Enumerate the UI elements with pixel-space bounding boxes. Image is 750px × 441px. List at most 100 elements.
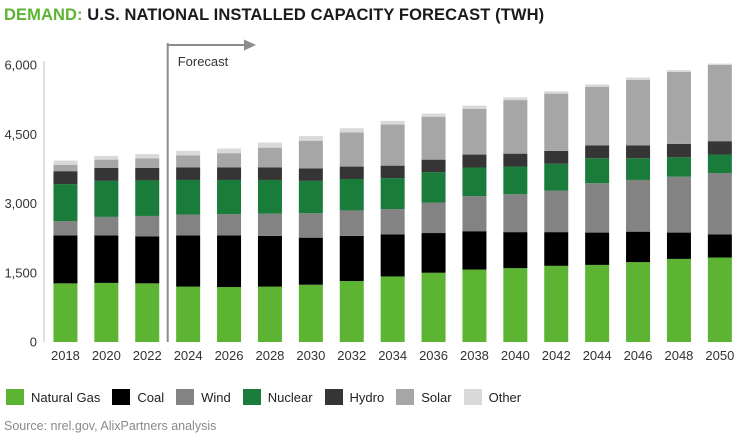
bar-hydro-2040 — [503, 153, 528, 167]
bar-hydro-2034 — [380, 165, 405, 179]
bar-wind-2050 — [707, 173, 732, 235]
bar-coal-2042 — [544, 232, 569, 266]
bar-other-2036 — [421, 113, 446, 117]
bar-hydro-2018 — [53, 171, 78, 185]
bar-nuclear-2036 — [421, 172, 446, 203]
bar-nuclear-2032 — [339, 179, 364, 211]
legend-label: Hydro — [349, 389, 385, 405]
bar-other-2034 — [380, 120, 405, 125]
bar-nuclear-2042 — [544, 163, 569, 191]
x-tick-label: 2044 — [583, 348, 612, 363]
bar-natural-gas-2042 — [544, 265, 569, 342]
bar-natural-gas-2038 — [462, 269, 487, 342]
legend-swatch — [6, 389, 24, 405]
bar-other-2050 — [707, 63, 732, 65]
bar-hydro-2030 — [298, 168, 323, 181]
bar-natural-gas-2024 — [176, 286, 201, 342]
bar-wind-2038 — [462, 196, 487, 232]
bar-other-2044 — [585, 84, 610, 87]
bar-natural-gas-2028 — [257, 286, 282, 342]
bar-other-2046 — [626, 77, 651, 80]
legend-swatch — [176, 389, 195, 405]
bar-wind-2018 — [53, 221, 78, 236]
x-tick-label: 2042 — [542, 348, 571, 363]
bar-natural-gas-2022 — [135, 283, 160, 342]
y-tick-label: 4,500 — [4, 127, 37, 142]
bar-wind-2034 — [380, 209, 405, 235]
bar-other-2042 — [544, 91, 569, 94]
x-tick-label: 2022 — [133, 348, 162, 363]
x-tick-label: 2036 — [419, 348, 448, 363]
bar-coal-2028 — [257, 235, 282, 287]
forecast-label: Forecast — [178, 54, 229, 69]
bar-coal-2038 — [462, 231, 487, 270]
legend-swatch — [242, 389, 261, 405]
bar-solar-2026 — [217, 153, 242, 168]
legend-label: Solar — [421, 389, 452, 405]
bar-hydro-2036 — [421, 159, 446, 173]
bar-natural-gas-2044 — [585, 264, 610, 342]
bar-coal-2050 — [707, 234, 732, 258]
legend-item-hydro: Hydro — [324, 389, 385, 405]
x-tick-label: 2032 — [337, 348, 366, 363]
bar-nuclear-2038 — [462, 167, 487, 197]
x-tick-label: 2050 — [705, 348, 734, 363]
bar-nuclear-2026 — [217, 179, 242, 215]
bar-coal-2044 — [585, 232, 610, 265]
bar-natural-gas-2046 — [626, 262, 651, 342]
bar-nuclear-2044 — [585, 158, 610, 184]
x-tick-label: 2020 — [92, 348, 121, 363]
legend-item-nuclear: Nuclear — [242, 389, 313, 405]
bar-coal-2024 — [176, 235, 201, 287]
bar-hydro-2020 — [94, 167, 119, 181]
bar-solar-2050 — [707, 65, 732, 142]
bar-solar-2044 — [585, 86, 610, 146]
legend-item-other: Other — [463, 389, 522, 405]
source-note: Source: nrel.gov, AlixPartners analysis — [4, 419, 217, 433]
bar-hydro-2026 — [217, 167, 242, 180]
bar-solar-2040 — [503, 100, 528, 154]
bar-wind-2028 — [257, 213, 282, 236]
bar-other-2022 — [135, 154, 160, 159]
bar-solar-2030 — [298, 140, 323, 169]
bar-coal-2036 — [421, 233, 446, 273]
bar-nuclear-2050 — [707, 154, 732, 174]
bar-other-2038 — [462, 105, 487, 109]
chart-legend: Natural Gas Coal Wind Nuclear Hydro Solar Othe… — [6, 389, 533, 405]
x-tick-label: 2026 — [215, 348, 244, 363]
bar-other-2018 — [53, 160, 78, 165]
bar-solar-2022 — [135, 158, 160, 168]
bar-solar-2032 — [339, 132, 364, 167]
bar-wind-2032 — [339, 210, 364, 236]
bar-hydro-2050 — [707, 141, 732, 155]
title-text: U.S. NATIONAL INSTALLED CAPACITY FORECAS… — [87, 6, 545, 24]
legend-label: Coal — [137, 389, 165, 405]
y-tick-label: 1,500 — [4, 265, 37, 280]
bar-nuclear-2046 — [626, 158, 651, 180]
bar-coal-2040 — [503, 232, 528, 269]
bar-nuclear-2034 — [380, 178, 405, 210]
bar-other-2024 — [176, 150, 201, 156]
bar-nuclear-2048 — [666, 157, 691, 177]
bar-solar-2038 — [462, 108, 487, 155]
bar-hydro-2042 — [544, 150, 569, 164]
legend-label: Wind — [201, 389, 231, 405]
chart-title: DEMAND: U.S. NATIONAL INSTALLED CAPACITY… — [4, 6, 544, 25]
bar-wind-2036 — [421, 202, 446, 234]
bar-other-2026 — [217, 148, 242, 154]
x-tick-label: 2018 — [51, 348, 80, 363]
bar-solar-2036 — [421, 116, 446, 160]
bar-nuclear-2024 — [176, 179, 201, 215]
legend-item-solar: Solar — [396, 389, 452, 405]
bar-natural-gas-2020 — [94, 282, 119, 342]
legend-swatch — [112, 389, 131, 405]
x-tick-label: 2048 — [664, 348, 693, 363]
legend-label: Other — [488, 389, 522, 405]
legend-item-wind: Wind — [176, 389, 231, 405]
bar-nuclear-2020 — [94, 180, 119, 217]
x-tick-label: 2028 — [255, 348, 284, 363]
bar-nuclear-2018 — [53, 184, 78, 222]
bar-coal-2020 — [94, 235, 119, 283]
bar-natural-gas-2036 — [421, 272, 446, 342]
